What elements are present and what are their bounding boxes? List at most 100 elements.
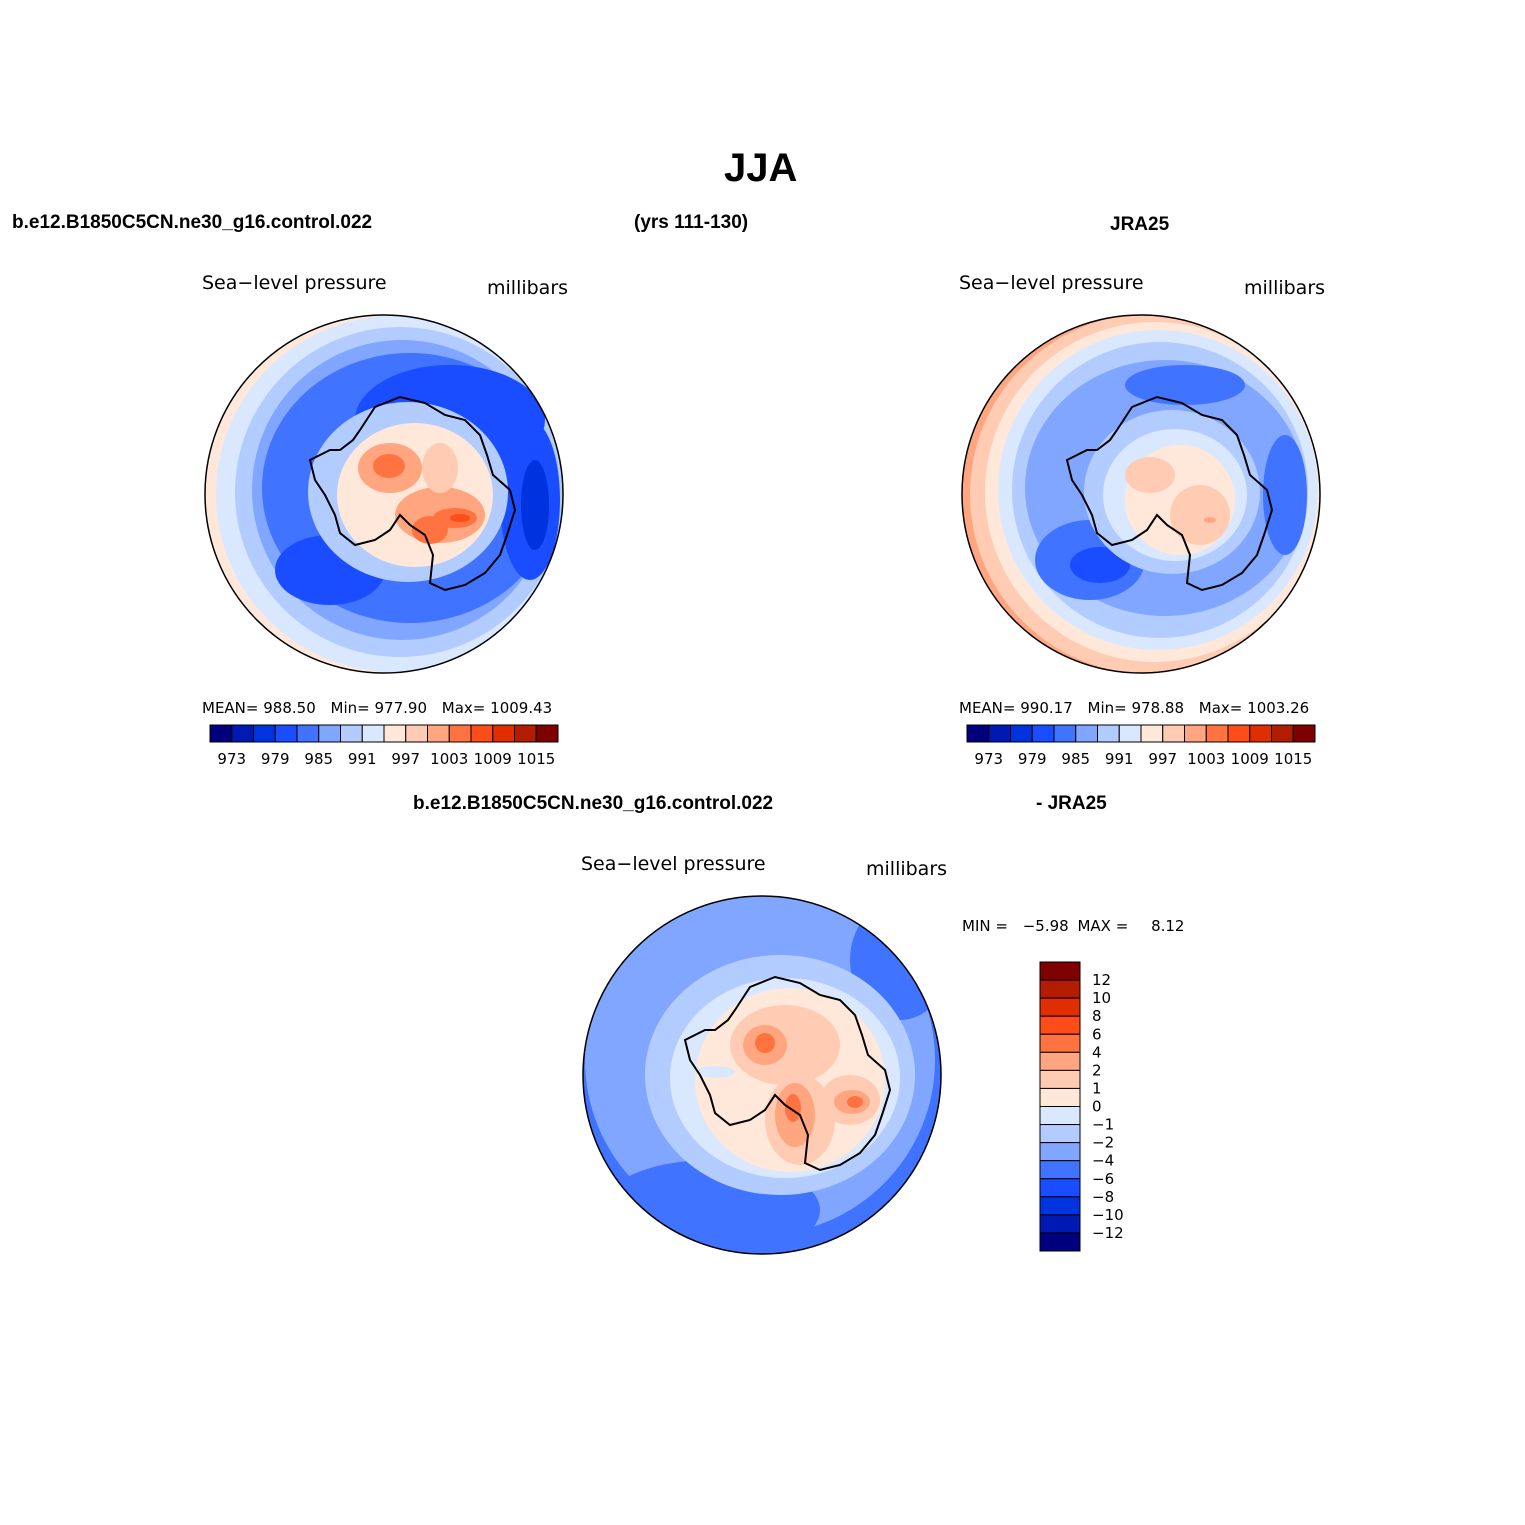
model-colorbar-tick-label: 973 bbox=[217, 750, 246, 768]
diff-colorbar-box bbox=[1039, 1051, 1081, 1071]
obs-colorbar: 973 979 985 991 997 1003 1009 1015 bbox=[966, 724, 1316, 768]
model-colorbar-box bbox=[318, 724, 341, 743]
years-header: (yrs 111-130) bbox=[634, 212, 749, 233]
obs-colorbar-box bbox=[1097, 724, 1120, 743]
model-colorbar-box bbox=[514, 724, 537, 743]
model-colorbar-box bbox=[448, 724, 472, 743]
diff-colorbar-tick-label: 4 bbox=[1092, 1043, 1102, 1061]
diff-colorbar-tick-label: 2 bbox=[1092, 1061, 1102, 1079]
model-colorbar-box bbox=[361, 724, 385, 743]
obs-colorbar-box bbox=[1118, 724, 1142, 743]
obs-colorbar-box bbox=[1227, 724, 1251, 743]
diff-colorbar-tick-label: −6 bbox=[1092, 1170, 1114, 1188]
obs-colorbar-box bbox=[1031, 724, 1055, 743]
obs-min-value: 978.88 bbox=[1131, 699, 1185, 717]
model-stats: MEAN= 988.50 Min= 977.90 Max= 1009.43 bbox=[202, 699, 552, 717]
model-colorbar-box bbox=[340, 724, 363, 743]
case-name-header: b.e12.B1850C5CN.ne30_g16.control.022 bbox=[12, 212, 373, 233]
obs-max-value: 1003.26 bbox=[1247, 699, 1310, 717]
diff-colorbar-tick-label: 6 bbox=[1092, 1025, 1102, 1043]
diff-colorbar-box bbox=[1039, 1015, 1081, 1035]
model-colorbar-tick-label: 979 bbox=[261, 750, 290, 768]
obs-stats: MEAN= 990.17 Min= 978.88 Max= 1003.26 bbox=[959, 699, 1309, 717]
diff-colorbar-box bbox=[1039, 979, 1081, 999]
obs-colorbar-box bbox=[1292, 724, 1316, 743]
obs-mean-value: 990.17 bbox=[1020, 699, 1073, 717]
model-variable-label: Sea−level pressure bbox=[202, 272, 387, 294]
obs-colorbar-tick-label: 985 bbox=[1061, 750, 1090, 768]
model-colorbar-tick-label: 1009 bbox=[474, 750, 512, 768]
diff-colorbar-tick-label: 12 bbox=[1092, 971, 1111, 989]
model-colorbar: 973 979 985 991 997 1003 1009 1015 bbox=[209, 724, 559, 768]
diff-colorbar-tick-label: −10 bbox=[1092, 1206, 1124, 1224]
diff-colorbar-box bbox=[1039, 1142, 1081, 1162]
model-colorbar-tick-label: 1015 bbox=[517, 750, 555, 768]
obs-polar-map bbox=[961, 314, 1321, 674]
obs-mean-label: MEAN= bbox=[959, 699, 1016, 717]
obs-name-header: JRA25 bbox=[1110, 214, 1170, 235]
model-mean-value: 988.50 bbox=[263, 699, 316, 717]
diff-colorbar-tick-label: 8 bbox=[1092, 1007, 1102, 1025]
obs-variable-label: Sea−level pressure bbox=[959, 272, 1144, 294]
obs-colorbar-tick-label: 1009 bbox=[1231, 750, 1269, 768]
diff-variable-label: Sea−level pressure bbox=[581, 853, 766, 875]
diff-colorbar-box bbox=[1039, 1196, 1081, 1216]
obs-colorbar-tick-label: 973 bbox=[974, 750, 1003, 768]
obs-colorbar-tick-label: 991 bbox=[1105, 750, 1134, 768]
diff-colorbar-tick-label: 0 bbox=[1092, 1098, 1102, 1116]
model-colorbar-box bbox=[427, 724, 450, 743]
model-units-label: millibars bbox=[487, 277, 569, 299]
diff-colorbar-box bbox=[1039, 1087, 1081, 1107]
obs-colorbar-box bbox=[1271, 724, 1294, 743]
diff-min-label: MIN = bbox=[962, 917, 1008, 935]
obs-colorbar-box bbox=[1053, 724, 1077, 743]
obs-min-label: Min= bbox=[1087, 699, 1127, 717]
model-max-label: Max= bbox=[441, 699, 486, 717]
obs-max-label: Max= bbox=[1198, 699, 1243, 717]
diff-colorbar-box bbox=[1039, 1106, 1081, 1126]
diff-colorbar-tick-label: 1 bbox=[1092, 1079, 1102, 1097]
model-min-value: 977.90 bbox=[374, 699, 428, 717]
model-colorbar-box bbox=[231, 724, 254, 743]
model-colorbar-box bbox=[253, 724, 276, 743]
obs-colorbar-tick-label: 979 bbox=[1018, 750, 1047, 768]
diff-colorbar-tick-label: 10 bbox=[1092, 989, 1111, 1007]
page-title: JJA bbox=[724, 146, 798, 190]
obs-colorbar-box bbox=[1140, 724, 1164, 743]
model-colorbar-box bbox=[274, 724, 298, 743]
obs-colorbar-box bbox=[966, 724, 990, 743]
model-colorbar-box bbox=[535, 724, 559, 743]
diff-colorbar-box bbox=[1039, 997, 1081, 1017]
diff-case-header: b.e12.B1850C5CN.ne30_g16.control.022 bbox=[413, 793, 774, 814]
obs-colorbar-box bbox=[1205, 724, 1229, 743]
model-min-label: Min= bbox=[330, 699, 370, 717]
obs-colorbar-box bbox=[1162, 724, 1185, 743]
model-polar-map bbox=[204, 314, 564, 674]
model-colorbar-tick-label: 1003 bbox=[430, 750, 468, 768]
diff-colorbar-tick-label: −4 bbox=[1092, 1152, 1114, 1170]
diff-colorbar-tick-label: −8 bbox=[1092, 1188, 1114, 1206]
obs-colorbar-box bbox=[1184, 724, 1207, 743]
diff-colorbar-box bbox=[1039, 1033, 1081, 1053]
model-mean-label: MEAN= bbox=[202, 699, 259, 717]
diff-colorbar-tick-label: −2 bbox=[1092, 1134, 1114, 1152]
obs-colorbar-box bbox=[1249, 724, 1272, 743]
obs-colorbar-box bbox=[1075, 724, 1098, 743]
diff-colorbar-box bbox=[1039, 961, 1081, 981]
model-colorbar-box bbox=[405, 724, 428, 743]
diff-colorbar-tick-label: −1 bbox=[1092, 1116, 1114, 1134]
obs-units-label: millibars bbox=[1244, 277, 1326, 299]
diff-colorbar-box bbox=[1039, 1160, 1081, 1180]
diff-stats: MIN = −5.98 MAX = 8.12 bbox=[962, 917, 1184, 935]
diff-polar-map bbox=[582, 895, 942, 1255]
model-colorbar-box bbox=[209, 724, 233, 743]
diff-units-label: millibars bbox=[866, 858, 948, 880]
diff-colorbar-box bbox=[1039, 1178, 1081, 1198]
diff-max-label: MAX = bbox=[1077, 917, 1129, 935]
diff-colorbar-box bbox=[1039, 1069, 1081, 1089]
diff-colorbar-box bbox=[1039, 1232, 1081, 1252]
model-colorbar-box bbox=[492, 724, 515, 743]
obs-colorbar-box bbox=[1010, 724, 1033, 743]
